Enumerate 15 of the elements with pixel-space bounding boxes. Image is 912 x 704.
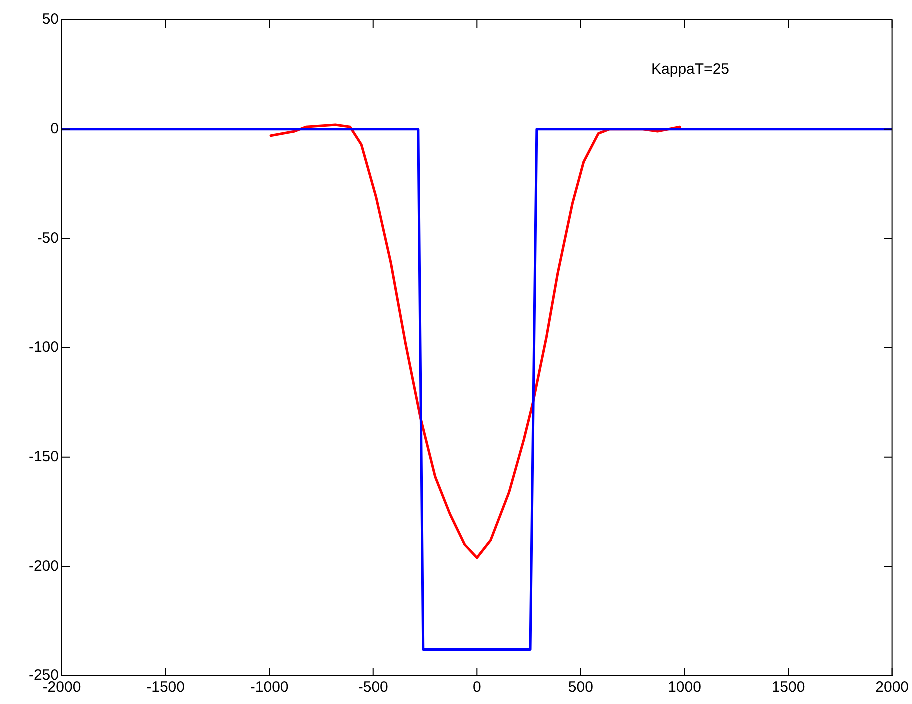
- y-tick-label: -200: [28, 558, 59, 575]
- y-tick-label: -50: [37, 230, 59, 247]
- x-tick-label: -1500: [146, 679, 185, 696]
- x-tick-label: -1000: [250, 679, 289, 696]
- x-tick-label: 0: [472, 679, 482, 696]
- x-tick-label: -500: [358, 679, 388, 696]
- x-tick-label: 1000: [668, 679, 702, 696]
- x-tick-label: 1500: [772, 679, 806, 696]
- y-tick-label: 0: [50, 120, 59, 138]
- annotation: KappaT=25: [652, 61, 730, 78]
- y-tick-label: -100: [28, 339, 59, 356]
- x-tick-label: 2000: [876, 679, 910, 696]
- y-tick-label: -150: [28, 448, 59, 466]
- x-tick-label: 500: [568, 679, 594, 696]
- y-tick-label: 50: [42, 11, 59, 28]
